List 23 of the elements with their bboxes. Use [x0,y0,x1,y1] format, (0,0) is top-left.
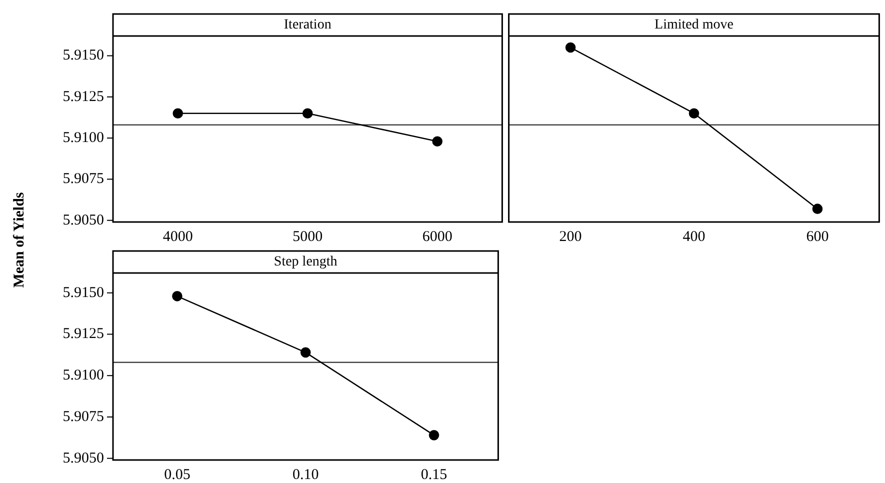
y-tick-label: 5.9050 [62,450,104,466]
x-tick-label: 600 [806,228,829,245]
y-tick-label: 5.9050 [62,212,104,228]
x-tick-label: 0.15 [420,466,448,483]
y-axis-title: Mean of Yields [12,192,28,288]
x-tick-label: 4000 [162,228,193,245]
y-tick-label: 5.9150 [62,48,104,64]
y-tick-label: 5.9075 [62,171,104,188]
y-tick-label: 5.9075 [62,408,104,425]
y-tick-label: 5.9150 [62,284,104,301]
x-tick-label: 0.05 [164,466,190,483]
x-tick-label: 200 [559,228,582,245]
x-tick-label: 6000 [422,228,452,245]
x-tick-label: 400 [682,228,706,245]
chart-title: Limited move [654,18,734,33]
x-tick-label: 0.10 [292,466,319,483]
chart-title: Step length [274,254,338,270]
y-tick-label: 5.9125 [62,326,104,342]
y-tick-label: 5.9125 [62,88,104,105]
y-tick-label: 5.9100 [62,130,104,146]
y-tick-label: 5.9100 [62,368,104,384]
chart-title: Iteration [284,18,332,33]
x-tick-label: 5000 [292,228,323,245]
